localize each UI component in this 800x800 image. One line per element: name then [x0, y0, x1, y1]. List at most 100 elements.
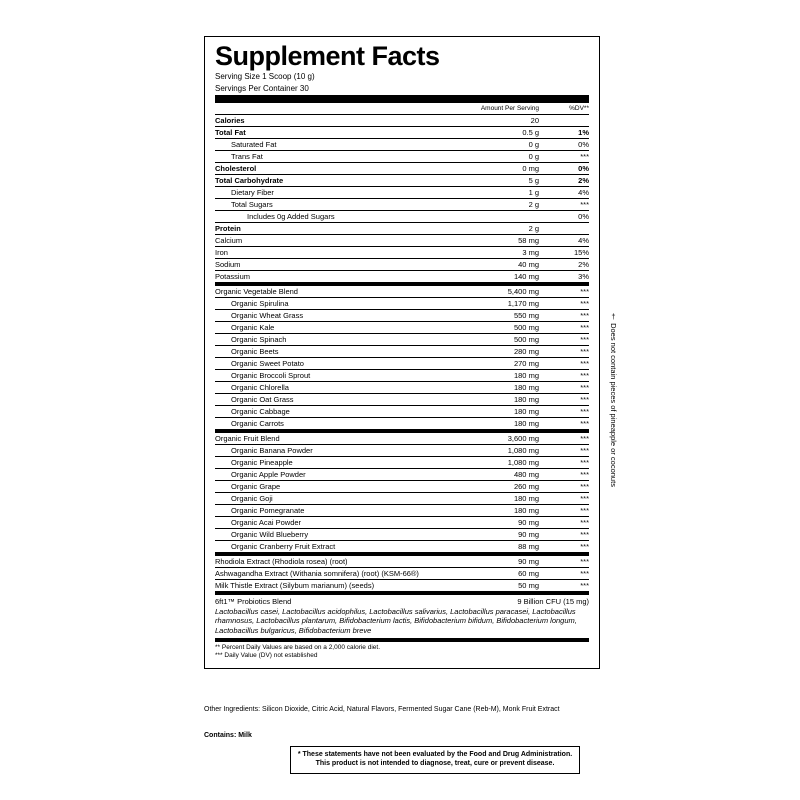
table-row: Iron3 mg15%	[215, 246, 589, 258]
row-dv: ***	[539, 407, 589, 416]
row-label: Organic Goji	[215, 494, 449, 503]
table-row: Organic Fruit Blend3,600 mg***	[215, 433, 589, 444]
probiotics-list: Lactobacillus casei, Lactobacillus acido…	[215, 607, 589, 638]
row-label: Dietary Fiber	[215, 188, 449, 197]
row-amount: 58 mg	[449, 236, 539, 245]
row-dv: ***	[539, 383, 589, 392]
table-row: Organic Wheat Grass550 mg***	[215, 309, 589, 321]
row-amount: 260 mg	[449, 482, 539, 491]
table-row: Sodium40 mg2%	[215, 258, 589, 270]
row-label: Total Carbohydrate	[215, 176, 449, 185]
table-row: Organic Banana Powder1,080 mg***	[215, 444, 589, 456]
row-dv	[539, 116, 589, 125]
row-amount: 0.5 g	[449, 128, 539, 137]
row-dv: ***	[539, 518, 589, 527]
row-amount: 180 mg	[449, 494, 539, 503]
row-label: Rhodiola Extract (Rhodiola rosea) (root)	[215, 557, 449, 566]
row-label: Saturated Fat	[215, 140, 449, 149]
row-label: Organic Cranberry Fruit Extract	[215, 542, 449, 551]
supplement-facts-panel: Supplement Facts Serving Size 1 Scoop (1…	[204, 36, 600, 669]
row-amount: 60 mg	[449, 569, 539, 578]
row-label: Trans Fat	[215, 152, 449, 161]
row-label: Cholesterol	[215, 164, 449, 173]
row-dv: ***	[539, 446, 589, 455]
row-dv: ***	[539, 482, 589, 491]
row-dv: ***	[539, 299, 589, 308]
row-amount: 2 g	[449, 200, 539, 209]
probiotics-name: 6ft1™ Probiotics Blend	[215, 597, 517, 606]
row-dv: 0%	[539, 140, 589, 149]
row-amount: 50 mg	[449, 581, 539, 590]
row-amount: 480 mg	[449, 470, 539, 479]
row-dv: ***	[539, 323, 589, 332]
contains: Contains: Milk	[204, 732, 600, 739]
row-label: Potassium	[215, 272, 449, 281]
row-amount: 88 mg	[449, 542, 539, 551]
row-dv: ***	[539, 371, 589, 380]
row-amount: 1,080 mg	[449, 446, 539, 455]
footnotes: ** Percent Daily Values are based on a 2…	[215, 642, 589, 660]
table-row: Organic Pomegranate180 mg***	[215, 504, 589, 516]
table-row: Saturated Fat0 g0%	[215, 138, 589, 150]
row-dv: 15%	[539, 248, 589, 257]
row-dv: ***	[539, 557, 589, 566]
row-dv: 2%	[539, 260, 589, 269]
row-dv: 4%	[539, 188, 589, 197]
row-dv: ***	[539, 395, 589, 404]
row-dv: ***	[539, 152, 589, 161]
row-dv: ***	[539, 434, 589, 443]
row-label: Organic Grape	[215, 482, 449, 491]
row-label: Organic Oat Grass	[215, 395, 449, 404]
row-amount: 500 mg	[449, 335, 539, 344]
row-label: Iron	[215, 248, 449, 257]
table-row: Calcium58 mg4%	[215, 234, 589, 246]
row-amount: 180 mg	[449, 506, 539, 515]
row-label: Milk Thistle Extract (Silybum marianum) …	[215, 581, 449, 590]
column-header: Amount Per Serving %DV**	[215, 103, 589, 114]
servings-per-container: Servings Per Container 30	[215, 84, 589, 94]
table-row: Dietary Fiber1 g4%	[215, 186, 589, 198]
row-label: Sodium	[215, 260, 449, 269]
row-dv: ***	[539, 311, 589, 320]
row-amount: 0 mg	[449, 164, 539, 173]
row-amount: 270 mg	[449, 359, 539, 368]
other-ingredients: Other Ingredients: Silicon Dioxide, Citr…	[204, 706, 600, 715]
row-amount: 180 mg	[449, 395, 539, 404]
row-dv: ***	[539, 359, 589, 368]
row-label: Organic Vegetable Blend	[215, 287, 449, 296]
table-row: Organic Oat Grass180 mg***	[215, 393, 589, 405]
table-row: Organic Spinach500 mg***	[215, 333, 589, 345]
table-row: Organic Spirulina1,170 mg***	[215, 297, 589, 309]
panel-title: Supplement Facts	[215, 43, 589, 70]
table-row: Protein2 g	[215, 222, 589, 234]
row-label: Organic Fruit Blend	[215, 434, 449, 443]
row-dv: ***	[539, 530, 589, 539]
row-label: Total Sugars	[215, 200, 449, 209]
row-amount: 2 g	[449, 224, 539, 233]
row-dv: ***	[539, 542, 589, 551]
row-dv: ***	[539, 569, 589, 578]
table-row: Organic Acai Powder90 mg***	[215, 516, 589, 528]
row-label: Organic Broccoli Sprout	[215, 371, 449, 380]
row-label: Calcium	[215, 236, 449, 245]
row-amount: 20	[449, 116, 539, 125]
row-label: Organic Pineapple	[215, 458, 449, 467]
table-row: Trans Fat0 g***	[215, 150, 589, 162]
row-amount: 180 mg	[449, 419, 539, 428]
row-label: Organic Spirulina	[215, 299, 449, 308]
table-row: Organic Goji180 mg***	[215, 492, 589, 504]
header-dv: %DV**	[539, 105, 589, 113]
row-amount: 90 mg	[449, 530, 539, 539]
row-label: Organic Spinach	[215, 335, 449, 344]
probiotics-amount: 9 Billion CFU (15 mg)	[517, 597, 589, 606]
row-label: Organic Sweet Potato	[215, 359, 449, 368]
table-row: Ashwagandha Extract (Withania somnifera)…	[215, 567, 589, 579]
table-row: Total Carbohydrate5 g2%	[215, 174, 589, 186]
row-dv: 2%	[539, 176, 589, 185]
table-row: Rhodiola Extract (Rhodiola rosea) (root)…	[215, 556, 589, 567]
row-amount: 180 mg	[449, 371, 539, 380]
row-label: Organic Apple Powder	[215, 470, 449, 479]
row-dv	[539, 224, 589, 233]
row-dv: 0%	[539, 212, 589, 221]
row-label: Total Fat	[215, 128, 449, 137]
